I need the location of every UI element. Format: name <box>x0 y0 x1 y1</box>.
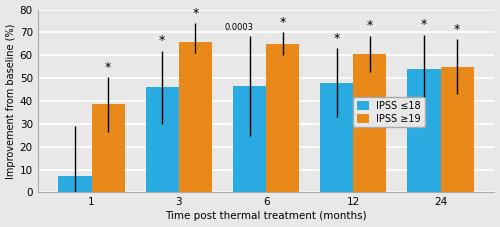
X-axis label: Time post thermal treatment (months): Time post thermal treatment (months) <box>166 211 367 222</box>
Bar <box>58 176 92 192</box>
Y-axis label: Improvement from baseline (%): Improvement from baseline (%) <box>6 23 16 179</box>
Bar <box>233 86 266 192</box>
Text: *: * <box>192 7 198 20</box>
Text: *: * <box>334 32 340 45</box>
Bar <box>320 83 354 192</box>
Legend: IPSS ≤18, IPSS ≥19: IPSS ≤18, IPSS ≥19 <box>353 97 425 127</box>
Bar <box>92 104 125 192</box>
Bar <box>266 44 299 192</box>
Text: *: * <box>367 20 373 32</box>
Bar <box>179 42 212 192</box>
Bar <box>146 87 179 192</box>
Text: *: * <box>421 18 427 31</box>
Text: 0.0003: 0.0003 <box>224 23 254 32</box>
Bar <box>354 54 386 192</box>
Bar <box>408 69 440 192</box>
Bar <box>440 67 474 192</box>
Text: *: * <box>105 61 112 74</box>
Text: *: * <box>159 34 166 47</box>
Text: *: * <box>454 23 460 36</box>
Text: *: * <box>280 16 286 29</box>
